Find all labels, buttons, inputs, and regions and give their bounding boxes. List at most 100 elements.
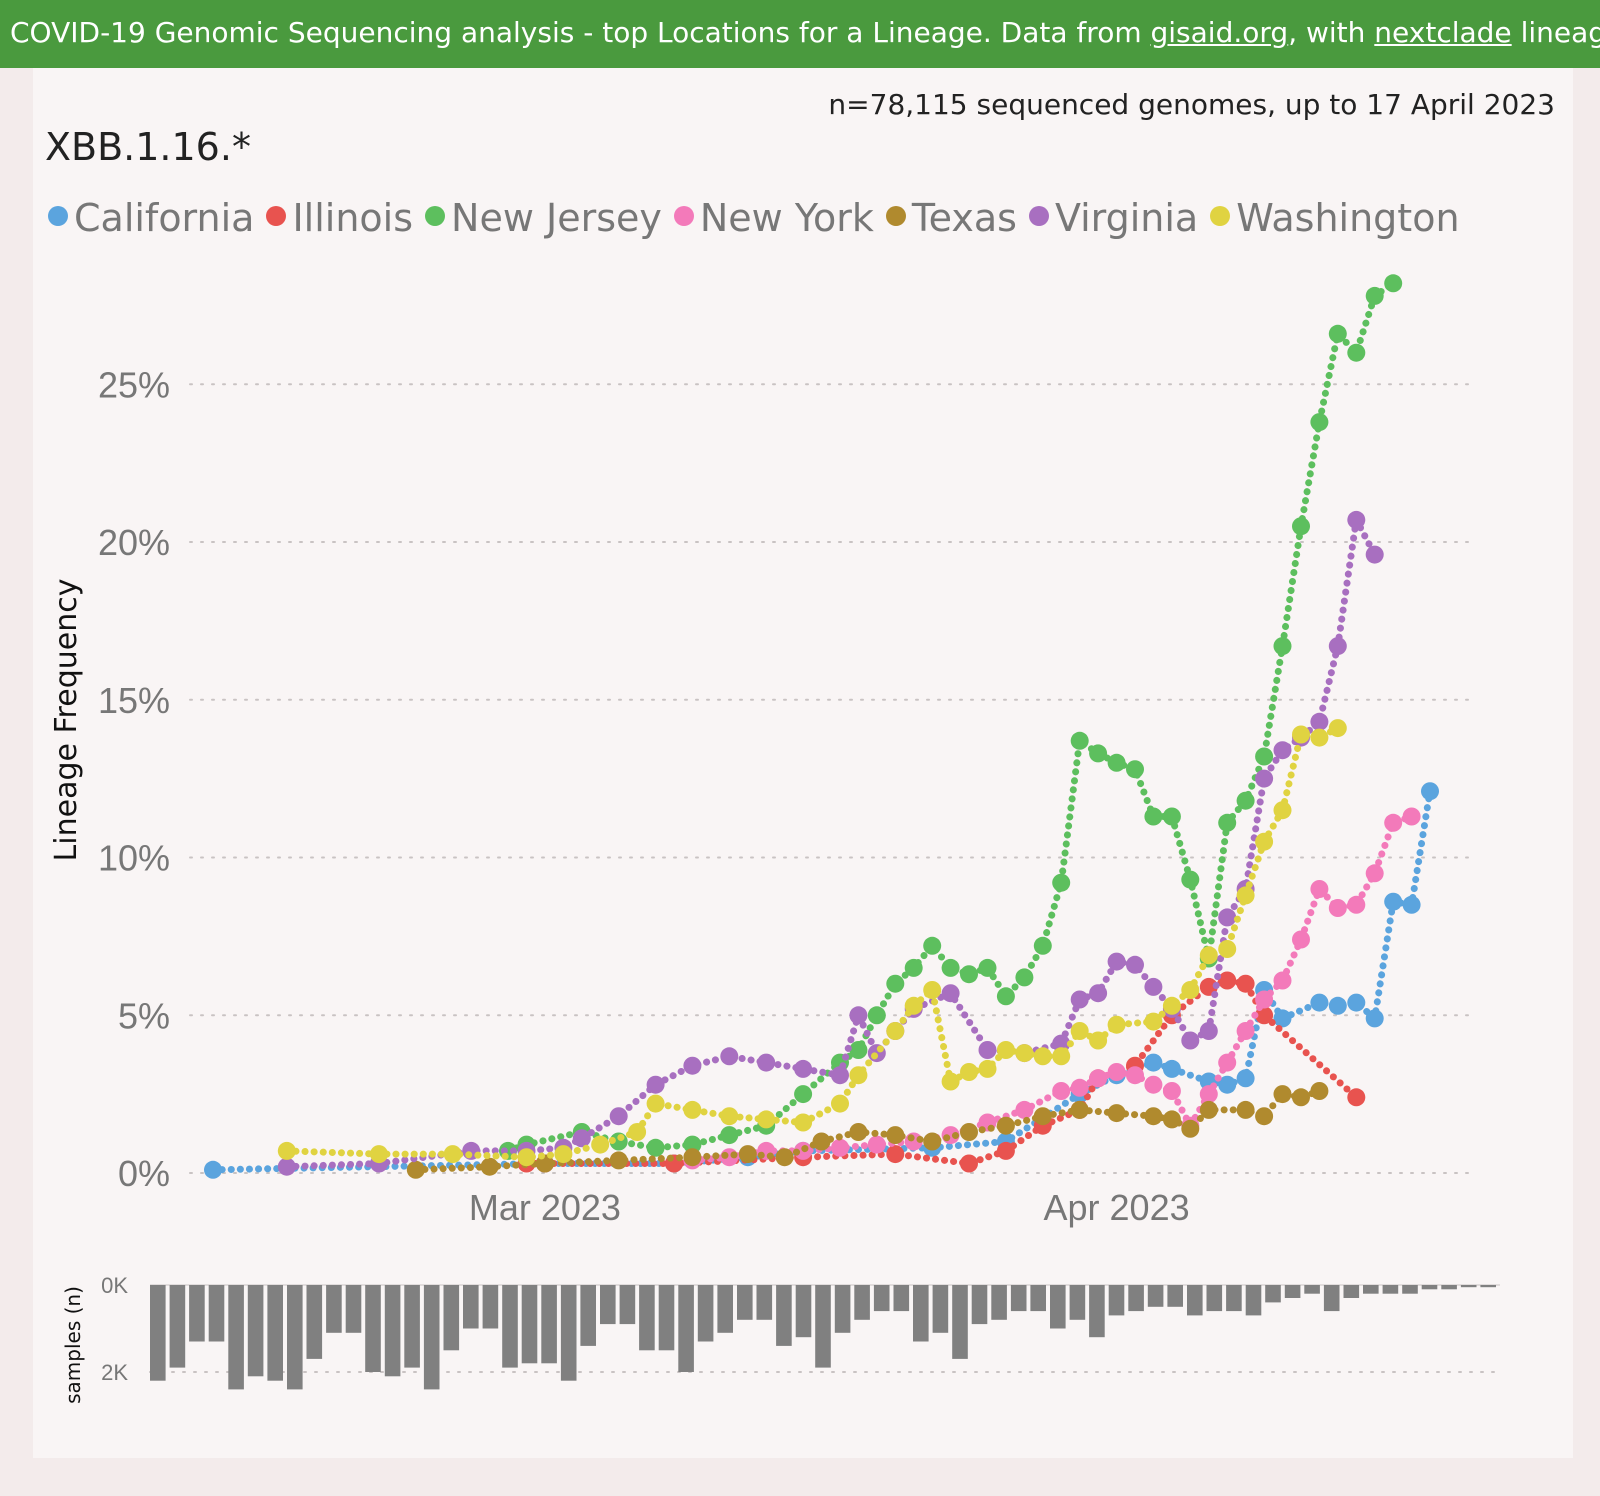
data-point[interactable] [923,981,942,999]
sample-bar[interactable] [1010,1285,1027,1312]
sample-bar[interactable] [1050,1285,1066,1329]
data-point[interactable] [1107,952,1126,971]
data-point[interactable] [1144,977,1163,996]
data-point[interactable] [277,1141,296,1160]
data-point[interactable] [1126,955,1144,974]
data-point[interactable] [1384,813,1403,832]
sample-bar[interactable] [619,1285,636,1325]
sample-bar[interactable] [560,1285,577,1381]
sample-bar[interactable] [482,1285,499,1329]
data-point[interactable] [1292,725,1310,744]
data-point[interactable] [1255,990,1274,1009]
sample-bar[interactable] [1245,1285,1262,1316]
data-point[interactable] [1070,1078,1089,1097]
data-point[interactable] [591,1135,610,1154]
data-point[interactable] [1144,807,1163,826]
data-point[interactable] [609,1107,628,1126]
data-point[interactable] [1310,728,1329,747]
sample-bar[interactable] [541,1285,557,1364]
data-point[interactable] [1310,712,1329,731]
data-point[interactable] [923,1132,942,1151]
sample-bar[interactable] [756,1285,773,1320]
sample-bar[interactable] [971,1285,988,1325]
data-point[interactable] [1033,1107,1052,1126]
sample-bar[interactable] [737,1285,753,1320]
sample-bar[interactable] [1382,1285,1399,1294]
sample-bar[interactable] [423,1285,440,1390]
data-point[interactable] [1236,886,1255,905]
data-point[interactable] [609,1151,628,1170]
data-point[interactable] [1384,892,1403,911]
data-point[interactable] [960,1154,978,1173]
sample-bar[interactable] [1206,1285,1223,1312]
data-point[interactable] [1162,996,1181,1015]
sample-bar[interactable] [697,1285,714,1342]
data-point[interactable] [1310,993,1329,1012]
legend-item[interactable]: Washington [1210,196,1460,240]
data-point[interactable] [628,1123,647,1141]
sample-bar[interactable] [443,1285,460,1351]
sample-bar[interactable] [189,1285,205,1342]
sample-bar[interactable] [1226,1285,1242,1312]
data-point[interactable] [978,958,997,977]
data-point[interactable] [1365,1009,1384,1028]
data-point[interactable] [904,996,923,1015]
data-point[interactable] [1070,1022,1089,1040]
data-point[interactable] [720,1047,739,1066]
data-point[interactable] [646,1094,665,1113]
legend-item[interactable]: California [48,196,254,240]
data-point[interactable] [1347,343,1366,362]
data-point[interactable] [1273,1009,1292,1028]
sample-bar[interactable] [306,1285,323,1359]
sample-bar[interactable] [365,1285,381,1372]
data-point[interactable] [554,1145,573,1164]
sample-bar[interactable] [913,1285,929,1342]
data-point[interactable] [683,1056,702,1075]
sample-bar[interactable] [404,1285,420,1368]
data-point[interactable] [831,1138,849,1157]
data-point[interactable] [1402,895,1421,914]
data-point[interactable] [1126,1066,1144,1085]
sample-bar[interactable] [952,1285,968,1359]
data-point[interactable] [1328,899,1347,917]
data-point[interactable] [923,936,942,955]
data-point[interactable] [1310,880,1329,898]
data-point[interactable] [886,1145,905,1164]
data-point[interactable] [277,1157,296,1176]
legend-item[interactable]: Texas [885,196,1017,240]
data-point[interactable] [1199,1085,1218,1104]
sample-bar[interactable] [169,1285,186,1368]
data-point[interactable] [886,974,905,993]
sample-bar[interactable] [1480,1285,1496,1288]
data-point[interactable] [1236,1069,1255,1088]
sample-bar[interactable] [1441,1285,1457,1290]
data-point[interactable] [683,1135,702,1154]
data-point[interactable] [886,1022,905,1040]
data-point[interactable] [1089,984,1108,1003]
sample-bar[interactable] [267,1285,283,1381]
nextclade-link[interactable]: nextclade [1374,16,1512,49]
sample-bar[interactable] [384,1285,401,1377]
sample-bar[interactable] [1108,1285,1125,1316]
data-point[interactable] [1365,864,1384,883]
data-point[interactable] [1273,741,1292,760]
sample-bar[interactable] [1187,1285,1203,1316]
sample-bar[interactable] [600,1285,616,1325]
sample-bar[interactable] [776,1285,792,1346]
data-point[interactable] [996,987,1015,1006]
data-point[interactable] [1199,1100,1218,1119]
data-point[interactable] [738,1145,757,1164]
data-point[interactable] [572,1129,591,1148]
data-point[interactable] [1402,807,1421,826]
data-point[interactable] [1033,936,1052,955]
data-point[interactable] [646,1138,665,1157]
data-point[interactable] [1015,1100,1034,1119]
data-point[interactable] [1218,1053,1237,1072]
sample-bar[interactable] [1089,1285,1105,1338]
sample-bar[interactable] [1323,1285,1340,1312]
sample-bar[interactable] [1167,1285,1183,1307]
data-point[interactable] [1236,791,1255,810]
sample-bar[interactable] [1304,1285,1320,1294]
data-point[interactable] [1347,510,1366,529]
data-point[interactable] [996,1041,1015,1059]
